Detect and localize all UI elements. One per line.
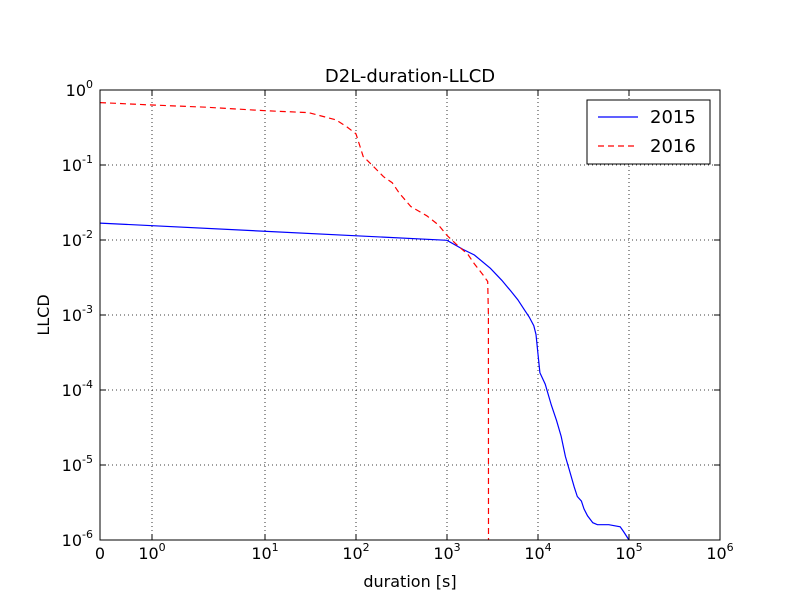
x-tick-label: 0 <box>95 544 105 563</box>
x-tick-label: 104 <box>524 541 551 563</box>
y-axis-label: LLCD <box>34 294 53 335</box>
x-tick-label: 103 <box>433 541 460 563</box>
legend-box <box>586 99 711 165</box>
axis-ticks: 0 100 101 102 103 104 105 106 100 10-1 10-2 10-3 10-… <box>62 78 734 563</box>
legend: 2015 2016 <box>586 99 711 165</box>
plot-area <box>99 102 630 541</box>
series-line-2016 <box>99 102 490 541</box>
x-axis-label: duration [s] <box>363 572 456 591</box>
x-tick-label: 105 <box>615 541 642 563</box>
chart-title: D2L-duration-LLCD <box>325 66 495 87</box>
x-tick-label: 101 <box>251 541 278 563</box>
y-tick-label: 10-4 <box>62 378 93 400</box>
y-tick-label: 10-3 <box>62 303 93 325</box>
legend-label-2015: 2015 <box>650 107 696 128</box>
legend-label-2016: 2016 <box>650 136 696 157</box>
y-tick-label: 100 <box>66 78 93 100</box>
series-line-2015 <box>99 222 630 541</box>
y-tick-label: 10-2 <box>62 228 93 250</box>
x-tick-label: 102 <box>342 541 369 563</box>
x-tick-label: 106 <box>706 541 733 563</box>
x-tick-label: 100 <box>138 541 165 563</box>
y-tick-label: 10-6 <box>62 528 93 550</box>
y-tick-label: 10-1 <box>62 153 93 175</box>
grid-lines <box>100 90 720 540</box>
y-tick-label: 10-5 <box>62 453 93 475</box>
